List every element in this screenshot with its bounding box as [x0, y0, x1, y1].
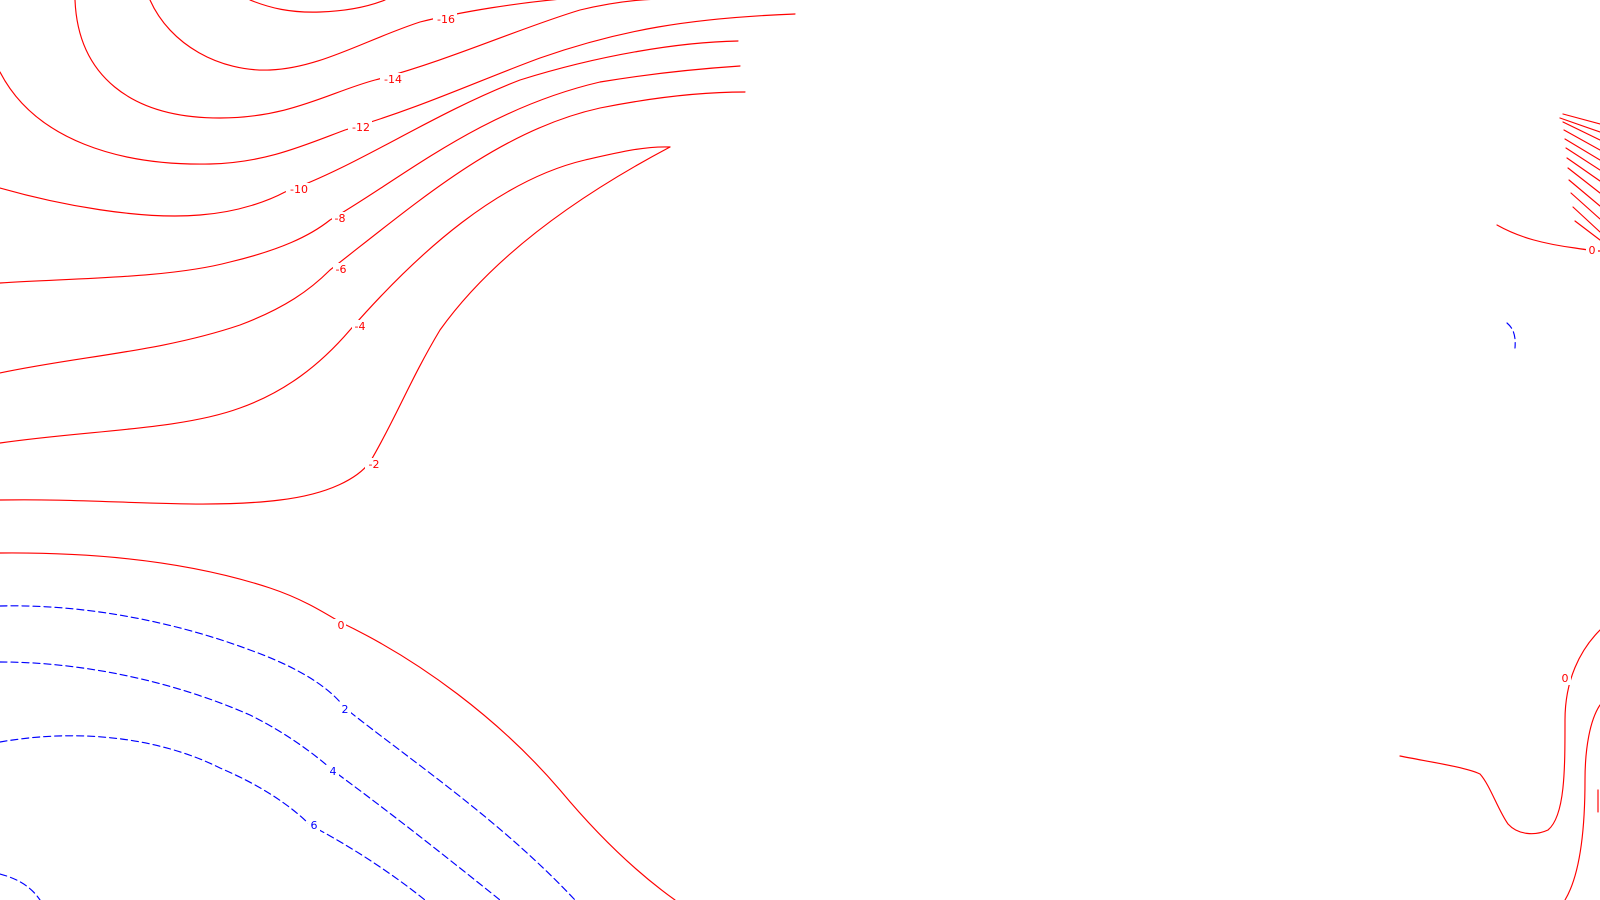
hatch-line [1562, 113, 1600, 125]
hatch-line [1570, 192, 1600, 220]
label-pos6: 6 [311, 819, 318, 832]
label-zero-lower-right: 0 [1562, 672, 1569, 685]
hatch-line [1565, 147, 1600, 171]
hatch-line [1567, 167, 1600, 194]
contour-line-small-blue [1506, 322, 1516, 349]
contour-line-neg8 [0, 65, 741, 284]
contour-line-zero-lower-right-b [1564, 704, 1600, 900]
label-neg2: -2 [369, 458, 380, 471]
red-contours-upper-right [1496, 113, 1600, 252]
contour-line-neg12 [0, 13, 796, 165]
hatch-line [1568, 179, 1600, 207]
hatch-line [1572, 206, 1600, 233]
contour-line-neg16-inner [249, 0, 386, 13]
hatch-line [1559, 117, 1600, 133]
blue-contours-lower-left [0, 605, 576, 900]
label-neg10: -10 [290, 183, 308, 196]
contour-labels: -16 -14 -12 -10 -8 -6 -4 -2 0 2 4 6 0 0 [286, 13, 1598, 832]
label-neg12: -12 [352, 121, 370, 134]
contour-line-neg6 [0, 91, 746, 374]
contour-line-neg16 [149, 0, 558, 71]
label-neg6: -6 [336, 263, 347, 276]
hatch-line [1563, 129, 1600, 151]
hatch-line [1574, 220, 1600, 241]
contour-line-neg4 [0, 146, 671, 444]
label-neg14: -14 [384, 73, 402, 86]
blue-contour-fragment-right [1506, 322, 1516, 349]
contour-line-pos2 [0, 605, 576, 900]
contour-line-neg14 [74, 0, 651, 119]
label-zero-left: 0 [338, 619, 345, 632]
hatch-line [1564, 138, 1600, 161]
red-contours-lower-right [1399, 629, 1600, 900]
label-neg16: -16 [437, 13, 455, 26]
red-contours-upper-left [0, 0, 796, 900]
label-zero-upper-right: 0 [1589, 244, 1596, 257]
hatch-line [1562, 121, 1600, 141]
contour-line-neg10 [0, 40, 739, 217]
contour-line-pos6 [0, 735, 426, 900]
label-neg4: -4 [355, 320, 366, 333]
label-neg8: -8 [335, 212, 346, 225]
contour-line-neg2 [0, 146, 671, 505]
label-pos4: 4 [330, 765, 337, 778]
hatch-line [1566, 157, 1600, 182]
contour-line-pos8-partial [0, 873, 41, 900]
contour-line-zero-lower-right-a [1399, 629, 1600, 835]
contour-line-pos4 [0, 661, 501, 900]
contour-line-zero-left [0, 552, 676, 900]
label-pos2: 2 [342, 703, 349, 716]
